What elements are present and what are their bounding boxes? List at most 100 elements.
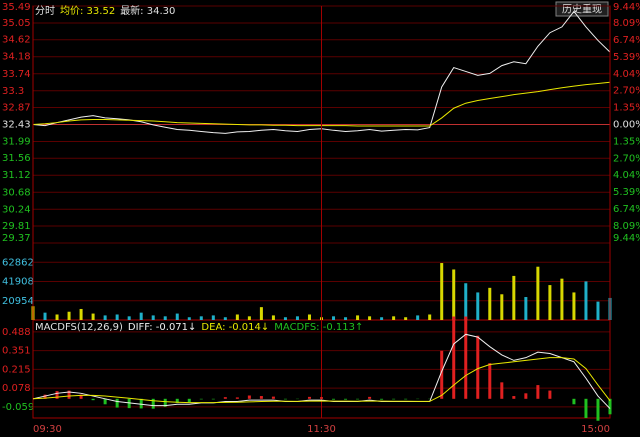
macd-bar xyxy=(55,391,59,399)
macd-bar xyxy=(199,398,203,400)
volume-bar xyxy=(247,316,251,320)
y2-tick-label: 5.39% xyxy=(613,52,640,63)
button-label[interactable]: 历史重现 xyxy=(562,3,602,16)
x-tick-label: 11:30 xyxy=(307,424,336,435)
macd-bar xyxy=(452,316,456,399)
macd-bar xyxy=(271,396,275,399)
y2-tick-label: 0.00% xyxy=(613,120,640,131)
y2-tick-label: 6.74% xyxy=(613,35,640,46)
volume-bar xyxy=(572,292,576,320)
y-tick-label: 32.87 xyxy=(2,102,31,113)
macd-bar xyxy=(488,363,492,399)
volume-bar xyxy=(55,314,59,320)
volume-bar xyxy=(103,315,107,320)
volume-bar xyxy=(464,283,468,320)
y2-tick-label: 2.70% xyxy=(613,86,640,97)
annotation: DEA: -0.014↓ xyxy=(201,322,269,333)
y2-tick-label: 8.09% xyxy=(613,221,640,232)
volume-bar xyxy=(307,314,311,320)
volume-bar xyxy=(512,275,516,320)
macd-bar xyxy=(332,398,336,400)
volume-bar xyxy=(295,316,299,320)
macd-bar xyxy=(548,390,552,399)
macd-bar xyxy=(43,394,47,399)
annotation: 均价: 33.52 xyxy=(60,5,115,17)
volume-bar xyxy=(211,315,215,320)
volume-bar xyxy=(115,314,119,320)
macd-bar xyxy=(151,398,155,409)
macd-bar xyxy=(608,398,612,415)
volume-bar xyxy=(488,287,492,320)
y-tick-label: 35.49 xyxy=(2,2,31,13)
macd-bar xyxy=(476,335,480,399)
volume-bar xyxy=(91,313,95,320)
volume-bar xyxy=(43,312,47,320)
volume-bar xyxy=(476,292,480,320)
annotation: MACDFS: -0.113↑ xyxy=(274,322,363,333)
annotation: 最新: 34.30 xyxy=(120,4,175,17)
volume-bar xyxy=(536,266,540,320)
volume-bar xyxy=(500,294,504,320)
volume-bar xyxy=(356,315,360,320)
volume-bar xyxy=(79,308,83,320)
y-tick-label: 0.351 xyxy=(2,346,31,357)
volume-bar xyxy=(548,285,552,320)
y-tick-label: -0.059 xyxy=(2,402,34,413)
macd-bar xyxy=(67,390,71,399)
y-tick-label: 0.215 xyxy=(2,364,31,375)
annotation: DIFF: -0.071↓ xyxy=(128,322,197,333)
volume-bar xyxy=(151,315,155,320)
volume-bar xyxy=(392,316,396,320)
macd-bar xyxy=(175,398,179,403)
volume-bar xyxy=(283,317,287,320)
y-tick-label: 0.078 xyxy=(2,383,31,394)
y2-tick-label: 9.44% xyxy=(613,2,640,13)
volume-bar xyxy=(344,317,348,320)
volume-bar xyxy=(332,316,336,320)
macd-bar xyxy=(572,398,576,405)
series-line xyxy=(32,357,611,404)
panel-title: 分时 xyxy=(35,5,55,17)
volume-bar xyxy=(380,317,384,320)
volume-bar xyxy=(524,297,528,320)
y-tick-label: 31.99 xyxy=(2,137,31,148)
volume-bar xyxy=(67,311,71,320)
macd-bar xyxy=(211,398,215,400)
macd-bar xyxy=(344,398,348,400)
y-tick-label: 32.43 xyxy=(2,120,31,131)
x-tick-label: 15:00 xyxy=(581,424,610,435)
series-line xyxy=(32,333,611,409)
history-button[interactable]: 历史重现 xyxy=(555,1,609,17)
macd-bar xyxy=(187,398,191,403)
y2-tick-label: 8.09% xyxy=(613,18,640,29)
macd-bar xyxy=(79,394,83,399)
volume-bar xyxy=(584,281,588,320)
y-tick-label: 20954 xyxy=(2,296,34,307)
macd-bar xyxy=(584,398,588,418)
y2-tick-label: 2.70% xyxy=(613,153,640,164)
macd-bar xyxy=(380,398,384,400)
y-tick-label: 41908 xyxy=(2,277,34,288)
y-tick-label: 29.37 xyxy=(2,233,31,244)
volume-bar xyxy=(127,316,131,320)
macd-bar xyxy=(512,396,516,399)
macd-bar xyxy=(356,398,360,400)
macd-bar xyxy=(596,398,600,421)
y-tick-label: 29.81 xyxy=(2,221,31,232)
macd-bar xyxy=(536,385,540,399)
y-tick-label: 31.12 xyxy=(2,170,31,181)
macd-bar xyxy=(320,397,323,399)
volume-bar xyxy=(187,317,191,320)
macd-bar xyxy=(103,398,107,405)
y2-tick-label: 6.74% xyxy=(613,204,640,215)
y2-tick-label: 1.35% xyxy=(613,103,640,114)
macd-bar xyxy=(139,398,143,409)
macd-bar xyxy=(127,398,131,409)
volume-bar xyxy=(428,314,432,320)
macd-bar xyxy=(500,382,504,399)
volume-bar xyxy=(175,313,179,320)
macd-bar xyxy=(115,398,119,408)
y-tick-label: 62862 xyxy=(2,257,34,268)
y-tick-label: 0.488 xyxy=(2,327,31,338)
